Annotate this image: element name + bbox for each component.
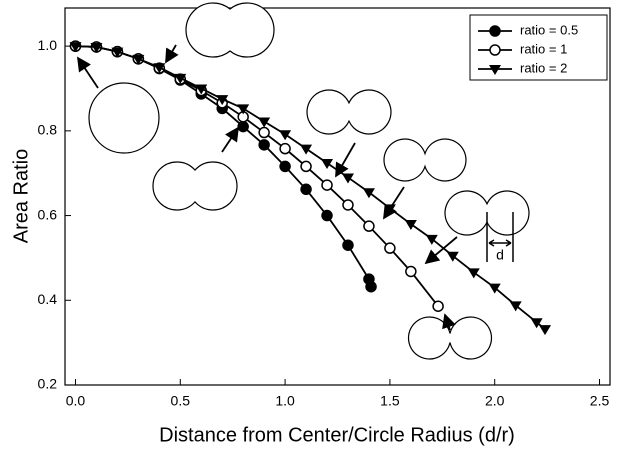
x-tick-label: 1.0 — [275, 393, 295, 409]
legend-marker — [489, 44, 501, 56]
shape — [383, 138, 467, 182]
marker — [488, 283, 501, 294]
marker — [279, 142, 291, 155]
marker — [300, 144, 313, 155]
legend-label: ratio = 2 — [520, 60, 567, 75]
plot-area: 0.0 0.5 1.0 1.5 2.0 2.5 0.2 0.4 0.6 0.8 1.0 — [38, 37, 610, 409]
arrow — [221, 126, 239, 153]
y-tick-label: 0.8 — [38, 122, 58, 138]
x-tick-label: 2.5 — [590, 393, 610, 409]
legend-marker — [489, 65, 501, 75]
x-tick-label: 2.0 — [485, 393, 505, 409]
marker — [300, 183, 312, 196]
legend-label: ratio = 0.5 — [520, 22, 578, 37]
marker — [321, 159, 334, 170]
dimension-arrow — [488, 239, 512, 247]
marker — [365, 280, 377, 293]
marker — [363, 220, 375, 232]
marker — [383, 204, 396, 215]
marker — [342, 239, 354, 251]
y-axis-label: Area Ratio — [10, 149, 32, 244]
marker — [405, 265, 417, 278]
arrow — [383, 186, 405, 220]
marker — [111, 47, 124, 58]
plot-frame — [64, 7, 611, 386]
arrow — [442, 313, 456, 331]
marker — [258, 126, 270, 139]
shape — [185, 2, 275, 58]
marker — [69, 42, 82, 53]
marker — [279, 160, 291, 173]
x-tick-label: 0.0 — [66, 393, 86, 409]
y-tick-label: 1.0 — [38, 37, 58, 53]
x-axis-label: Distance from Center/Circle Radius (d/r) — [159, 424, 515, 446]
marker — [321, 179, 333, 191]
shape-illustrations: d — [77, 2, 530, 360]
y-tick-label: 0.4 — [38, 291, 58, 307]
marker — [530, 318, 543, 329]
arrow — [424, 236, 458, 265]
shape — [88, 82, 160, 154]
shape — [407, 316, 493, 360]
annotation: d — [496, 247, 504, 263]
marker — [216, 95, 229, 106]
shape — [306, 89, 392, 135]
marker — [90, 42, 103, 53]
marker — [132, 54, 145, 65]
y-tick-label: 0.2 — [38, 376, 58, 392]
shape — [152, 161, 238, 211]
legend: ratio = 0.5 ratio = 1 ratio = 2 — [478, 22, 578, 75]
marker — [258, 117, 271, 128]
marker — [432, 300, 444, 312]
marker — [425, 234, 438, 245]
marker — [539, 325, 552, 336]
marker — [321, 209, 333, 222]
legend-label: ratio = 1 — [520, 41, 567, 56]
y-tick-label: 0.6 — [38, 206, 58, 222]
marker — [384, 242, 396, 254]
series — [69, 40, 444, 312]
marker — [237, 120, 249, 133]
marker — [342, 199, 354, 211]
marker — [237, 104, 250, 115]
arrow — [165, 44, 179, 64]
x-tick-label: 1.5 — [380, 393, 400, 409]
marker — [153, 63, 166, 74]
marker — [509, 301, 522, 312]
arrow — [77, 56, 99, 89]
marker — [300, 160, 312, 173]
marker — [195, 84, 208, 95]
marker — [279, 130, 292, 141]
x-tick-label: 0.5 — [171, 393, 191, 409]
legend-marker — [489, 25, 501, 37]
series — [69, 42, 552, 336]
marker — [341, 173, 354, 184]
marker — [446, 251, 459, 262]
marker — [174, 73, 187, 84]
marker — [362, 188, 375, 199]
marker — [467, 268, 480, 279]
marker — [258, 139, 270, 151]
marker — [404, 220, 417, 231]
